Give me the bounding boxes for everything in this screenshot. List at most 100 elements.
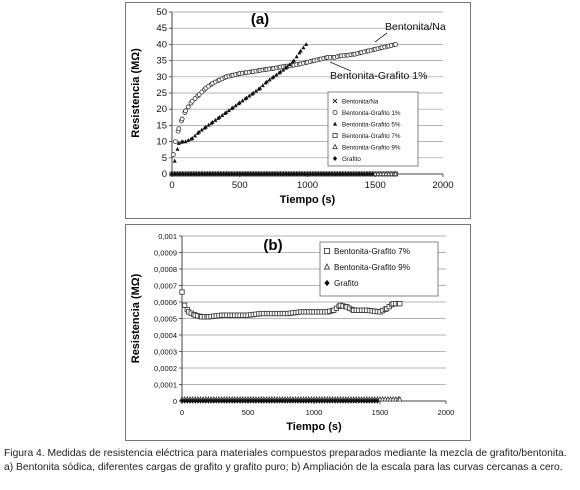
panel-a-point-grafito <box>191 171 196 177</box>
panel-a-point-grafito <box>335 171 340 177</box>
panel-b-point-grafito <box>361 398 367 404</box>
panel-a-point-grafito <box>240 171 245 177</box>
panel-b-point-grafito <box>317 398 322 404</box>
panel-a-point-bentonita-grafito-5 <box>251 90 256 95</box>
panel-a-point-bentonita-grafito-1 <box>185 104 191 110</box>
panel-a-point-bentonita-grafito-5 <box>233 103 238 108</box>
panel-a-point-bentonita-grafito-5 <box>281 67 286 72</box>
figure-caption: Figura 4. Medidas de resistencia eléctri… <box>4 447 576 475</box>
panel-b-point-grafito <box>298 398 303 404</box>
panel-b-point-grafito <box>269 398 274 404</box>
panel-b-point-grafito <box>235 398 240 404</box>
panel-a-point-grafito <box>224 171 229 177</box>
panel-a-point-grafito <box>180 171 185 177</box>
panel-a-ytick-label: 15 <box>156 120 167 131</box>
panel-a-point-bentonita-grafito-5 <box>254 88 259 93</box>
panel-a-point-bentonita-grafito-5 <box>213 117 218 122</box>
panel-a-point-grafito <box>332 171 337 177</box>
panel-a-point-grafito <box>221 171 226 177</box>
panel-a-point-grafito <box>305 171 310 177</box>
panel-a-point-grafito <box>348 171 353 177</box>
panel-a-point-grafito <box>302 171 307 177</box>
panel-b-point-grafito <box>354 398 359 404</box>
panel-b-ytick-label: 0,0007 <box>154 282 177 291</box>
panel-a-point-bentonita-grafito-5 <box>240 98 245 103</box>
panel-a-point-bentonita-grafito-5 <box>220 113 225 117</box>
panel-b-legend-marker-bentonita-grafito-7 <box>323 247 330 254</box>
panel-b-point-grafito <box>219 398 224 404</box>
panel-a-point-grafito <box>313 171 318 177</box>
panel-a-point-grafito <box>367 171 372 177</box>
panel-b-legend: Bentonita-Grafito 7% Bentonita-Grafito 9%… <box>319 241 439 297</box>
panel-a-point-bentonita-grafito-5 <box>190 136 195 140</box>
panel-a-point-bentonita-grafito-5 <box>206 122 211 127</box>
panel-a-point-bentonita-grafito-5 <box>298 48 303 53</box>
panel-a-point-bentonita-grafito-5 <box>224 110 229 115</box>
panel-a-point-grafito <box>340 171 345 177</box>
panel-b-point-grafito <box>332 398 338 404</box>
panel-a-point-bentonita-grafito-5 <box>287 62 292 67</box>
panel-b-point-bentonita-grafito-9 <box>396 395 403 402</box>
panel-b-point-grafito <box>311 398 317 404</box>
panel-b-point-grafito <box>243 398 248 404</box>
panel-b-point-grafito <box>367 398 372 404</box>
panel-a-point-grafito <box>218 171 223 177</box>
panel-a-point-grafito <box>354 171 359 177</box>
panel-a-legend-label-bentonita-grafito-5: Bentonita-Grafito 5% <box>342 121 401 128</box>
panel-b-point-grafito <box>372 398 377 404</box>
panel-a-point-bentonita-grafito-5 <box>186 138 191 142</box>
panel-b-point-grafito <box>264 398 269 404</box>
panel-a-point-grafito <box>278 171 283 177</box>
panel-b-point-grafito <box>375 398 380 404</box>
panel-a-point-bentonita-grafito-5 <box>244 95 249 100</box>
panel-b-point-grafito <box>251 398 256 404</box>
panel-b-point-grafito <box>348 398 354 404</box>
panel-a-point-grafito <box>205 171 210 177</box>
panel-a-point-bentonita-grafito-5 <box>183 139 188 144</box>
panel-b-point-grafito <box>369 398 375 404</box>
panel-a-point-bentonita-grafito-5 <box>264 79 269 84</box>
panel-b-point-grafito <box>272 398 277 404</box>
panel-a-point-bentonita-grafito-5 <box>210 119 215 124</box>
panel-b-point-bentonita-grafito-7 <box>179 289 185 295</box>
panel-b-point-grafito <box>195 398 201 404</box>
panel-a-point-grafito <box>262 171 267 177</box>
panel-a-point-grafito <box>319 171 324 177</box>
panel-a-legend-label-bentonita-grafito-1: Bentonita-Grafito 1% <box>342 110 401 117</box>
panel-b-point-grafito <box>343 398 348 404</box>
panel-a-point-grafito <box>308 171 313 177</box>
panel-a-point-bentonita-grafito-5 <box>180 139 185 144</box>
panel-a-point-grafito <box>207 171 212 177</box>
panel-b-chart: 0 0,0001 0,0002 0,0003 0,0004 0,0005 0,0006 0,0… <box>125 224 471 441</box>
panel-a-ytick-label: 0 <box>162 169 167 180</box>
panel-a-point-grafito <box>254 171 259 177</box>
panel-b-point-grafito <box>222 398 227 404</box>
panel-a-point-grafito <box>343 171 348 177</box>
panel-a-point-bentonita-grafito-5 <box>193 133 198 138</box>
panel-b-point-grafito <box>338 398 343 404</box>
panel-b-xtick-label: 0 <box>180 408 184 417</box>
panel-a-annotation-bentonita-grafito-1: Bentonita-Grafito 1% <box>330 70 427 82</box>
panel-a-legend-marker-grafito <box>332 155 338 162</box>
panel-a-ytick-label: 25 <box>156 88 167 99</box>
panel-a-point-grafito <box>226 171 231 177</box>
panel-a-point-bentonita-grafito-5 <box>197 129 202 134</box>
caption-line-2: a) Bentonita sódica, diferentes cargas d… <box>4 462 563 473</box>
panel-a-point-bentonita-grafito-5 <box>172 158 177 163</box>
panel-b-point-grafito <box>325 398 330 404</box>
panel-b-legend-label-bentonita-grafito-9: Bentonita-Grafito 9% <box>334 263 410 272</box>
panel-b-point-grafito <box>185 398 190 404</box>
panel-b-point-grafito <box>356 398 362 404</box>
panel-a-legend-marker-bentonita-grafito-1 <box>332 110 338 116</box>
panel-b-point-grafito <box>253 398 259 404</box>
panel-a-point-grafito <box>297 171 302 177</box>
panel-a-point-grafito <box>248 171 253 177</box>
panel-b-legend-marker-bentonita-grafito-9 <box>323 263 331 270</box>
panel-b-point-grafito <box>295 398 301 404</box>
panel-a-point-grafito <box>281 171 286 177</box>
panel-b-point-grafito <box>266 398 272 404</box>
panel-b-legend-marker-grafito <box>324 279 330 287</box>
panel-b-point-grafito <box>211 398 216 404</box>
panel-b-ytick-label: 0,0008 <box>154 265 177 274</box>
panel-b-point-grafito <box>322 398 327 404</box>
